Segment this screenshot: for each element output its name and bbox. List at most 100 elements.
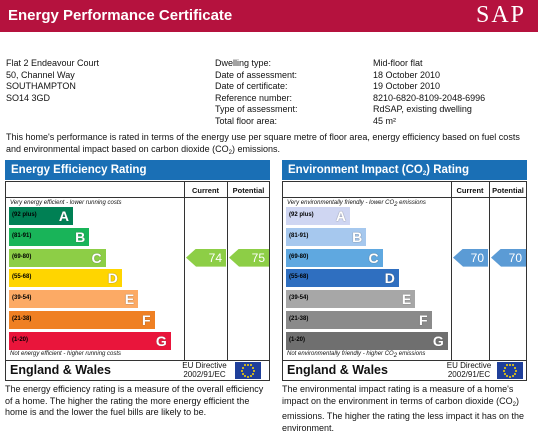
band: (55-68) D (286, 269, 399, 288)
band-range: (92 plus) (289, 212, 314, 218)
logo: SAP (475, 2, 526, 28)
column-line (184, 181, 185, 361)
subscript: 2 (228, 150, 232, 156)
detail-label: Date of certificate: (215, 81, 288, 91)
band-range: (55-68) (289, 274, 309, 281)
row-line (5, 360, 270, 361)
directive: EU Directive 2002/91/EC (443, 361, 495, 379)
directive-line: EU Directive (446, 361, 492, 370)
band: (81-91) B (9, 227, 90, 246)
address-line: 50, Channel Way (6, 69, 75, 80)
flag-star (506, 364, 508, 367)
band: (92 plus) A (286, 207, 350, 225)
bottom-note: Not environmentally friendly - higher CO… (287, 351, 425, 359)
band-range: (69-80) (12, 253, 32, 260)
text-part: ) Rating (426, 164, 469, 176)
band-range: (55-68) (12, 274, 32, 281)
flag-star (250, 374, 252, 377)
eu-flag (497, 362, 523, 379)
detail-label: Date of assessment: (215, 69, 298, 80)
band-range: (69-80) (289, 253, 309, 260)
band-letter: D (107, 270, 118, 287)
band-range: (39-54) (289, 295, 309, 302)
band: (69-80) C (9, 248, 106, 267)
potential-rating: 75 (229, 248, 269, 267)
detail-value: 18 October 2010 (373, 69, 441, 80)
rating-panel: Environment Impact (CO2) Rating Current Po… (282, 160, 527, 433)
flag-star (241, 372, 244, 375)
text-part: Energy Efficiency Rating (11, 164, 147, 176)
current-rating: 74 (186, 248, 226, 267)
band: (1-20) G (9, 331, 171, 350)
flag-star (503, 372, 506, 375)
band: (21-38) F (9, 311, 155, 329)
band-letter: C (91, 249, 102, 266)
flag-star (253, 369, 255, 372)
flag-star (503, 369, 505, 372)
directive: EU Directive 2002/91/EC (176, 361, 233, 379)
text-part: emissions (397, 200, 426, 206)
panel-box (282, 181, 527, 381)
col-current: Current (191, 186, 220, 195)
detail-label: Reference number: (215, 92, 293, 103)
text-part: The environmental impact rating is a mea… (282, 384, 514, 406)
panel-title: Energy Efficiency Rating (5, 160, 270, 180)
detail-value: RdSAP, existing dwelling (373, 104, 472, 114)
band: (39-54) E (9, 290, 139, 309)
band: (39-54) E (286, 290, 416, 309)
flag-star (244, 364, 246, 367)
text-part: Not energy efficient - higher running co… (10, 351, 122, 357)
subscript: 2 (394, 202, 398, 208)
band-letter: C (368, 249, 379, 266)
band-letter: A (335, 208, 346, 224)
flag-star (244, 374, 246, 377)
flag-star (247, 363, 249, 366)
directive-line: 2002/91/EC (183, 369, 226, 379)
band: (81-91) B (286, 227, 367, 246)
detail-value: 8210-6820-8109-2048-6996 (373, 92, 486, 103)
band-letter: B (75, 228, 86, 245)
band-letter: E (124, 291, 135, 308)
band-letter: F (141, 312, 151, 328)
band-range: (39-54) (12, 295, 32, 302)
text-part: Very environmentally friendly - lower CO (287, 200, 395, 206)
text-part: Very energy efficient - lower running co… (10, 200, 122, 206)
band-letter: D (384, 270, 395, 287)
band-range: (81-91) (12, 232, 32, 239)
intro: This home's performance is rated in term… (6, 131, 534, 159)
flag-star (509, 363, 511, 366)
text-part: ) emissions. The higher the rating the l… (282, 395, 524, 433)
detail-value: Mid-floor flat (373, 58, 423, 68)
band-letter: E (401, 291, 412, 308)
region: England & Wales (10, 363, 111, 377)
detail-value: 45 m² (373, 115, 397, 126)
region: England & Wales (287, 363, 388, 377)
band-range: (92 plus) (12, 212, 37, 218)
flag-star (512, 374, 514, 377)
flag-star (503, 366, 506, 369)
panel-box (5, 181, 270, 381)
band: (55-68) D (9, 269, 122, 288)
row-line (282, 197, 527, 198)
detail-label: Dwelling type: (215, 58, 272, 68)
subscript: 2 (512, 401, 516, 408)
band-letter: F (418, 312, 428, 328)
directive-line: EU Directive (182, 361, 227, 370)
text-part: The energy efficiency rating is a measur… (5, 384, 264, 417)
flag-star (241, 369, 243, 372)
title: Energy Performance Certificate (8, 7, 233, 24)
text-part: Not environmentally friendly - higher CO (287, 351, 394, 357)
current-rating: 70 (453, 248, 488, 267)
address-line: SOUTHAMPTON (6, 81, 76, 91)
flag-star (252, 366, 255, 369)
detail-value: 19 October 2010 (373, 81, 441, 91)
band-letter: G (432, 332, 444, 349)
eu-flag (235, 362, 261, 379)
directive-line: 2002/91/EC (447, 369, 491, 379)
text-part: Environment Impact (CO (288, 164, 423, 176)
row-line (5, 197, 270, 198)
address-line: SO14 3GD (6, 92, 51, 103)
subscript: 2 (393, 353, 398, 359)
col-potential: Potential (492, 186, 524, 195)
